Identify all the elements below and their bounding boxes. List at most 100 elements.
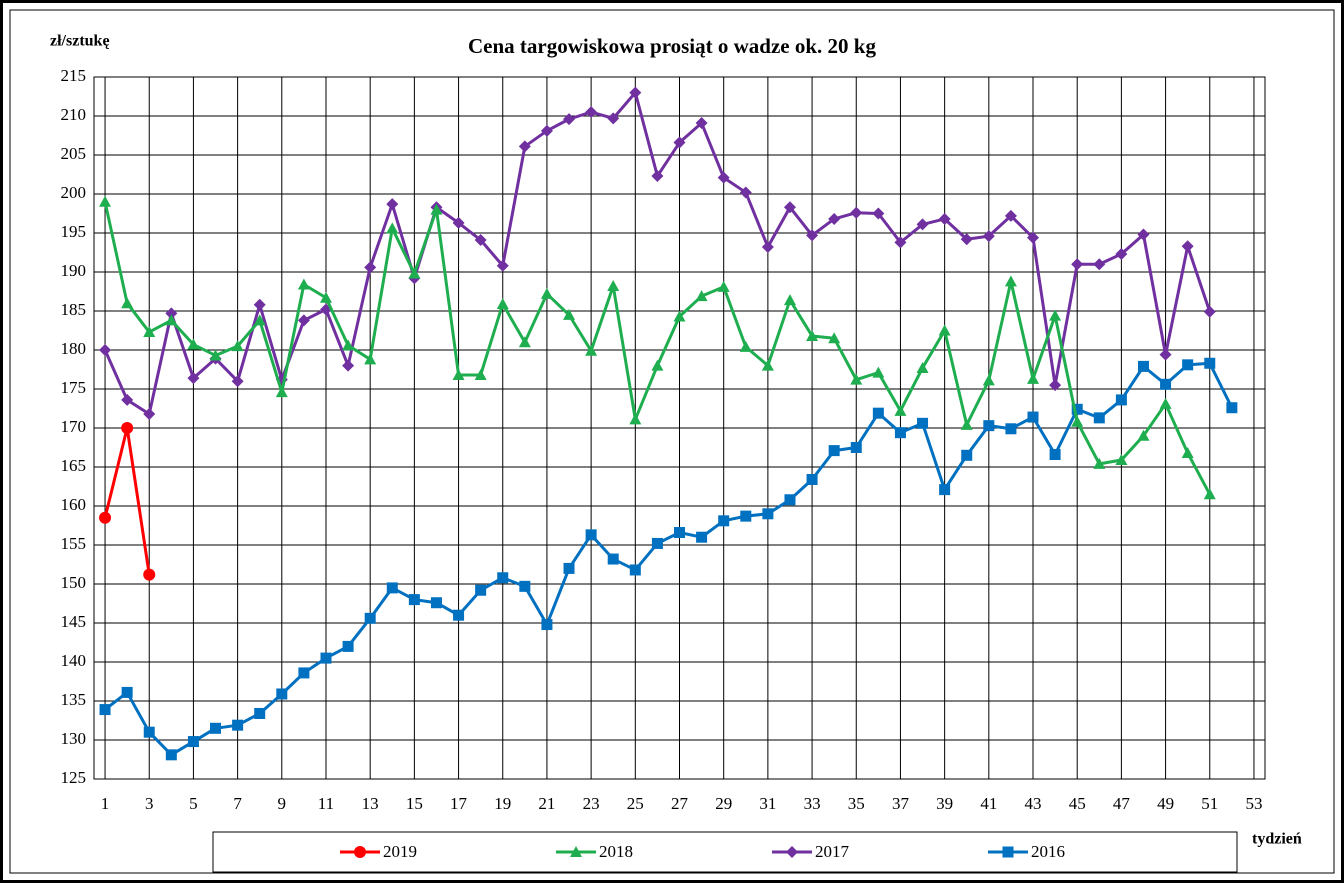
x-tick-label: 19 (494, 794, 511, 813)
legend-label: 2019 (383, 842, 417, 861)
point (452, 368, 465, 380)
point (1181, 446, 1194, 458)
point (297, 314, 310, 327)
point (917, 417, 929, 429)
point (1137, 429, 1150, 441)
point (563, 113, 576, 126)
legend-marker (786, 846, 798, 858)
point (960, 233, 973, 246)
point (828, 332, 841, 344)
x-axis-label: tydzień (1252, 831, 1302, 848)
point (739, 186, 752, 199)
chart-title: Cena targowiskowa prosiąt o wadze ok. 20… (468, 34, 876, 58)
point (806, 229, 819, 242)
point (253, 314, 266, 326)
y-tick-label: 195 (61, 222, 87, 241)
x-tick-label: 25 (627, 794, 644, 813)
point (1159, 348, 1172, 361)
point (364, 353, 377, 365)
point (1204, 357, 1216, 369)
point (1004, 275, 1017, 287)
y-tick-label: 155 (61, 534, 87, 553)
y-tick-label: 175 (61, 378, 87, 397)
point (1027, 372, 1040, 384)
y-tick-label: 180 (61, 339, 87, 358)
plot-frame (93, 76, 1266, 780)
point (982, 230, 995, 243)
point (938, 324, 951, 336)
point (121, 393, 134, 406)
point (1203, 488, 1216, 500)
point (651, 170, 664, 183)
x-tick-label: 37 (892, 794, 910, 813)
point (187, 372, 200, 385)
point (364, 612, 376, 624)
x-tick-label: 53 (1245, 794, 1262, 813)
point (961, 449, 973, 461)
point (297, 278, 310, 290)
point (99, 704, 111, 716)
point (783, 201, 796, 214)
point (761, 241, 774, 254)
point (585, 344, 598, 356)
point (850, 373, 863, 385)
point (585, 529, 597, 541)
point (585, 106, 598, 119)
point (386, 198, 399, 211)
point (121, 686, 133, 698)
point (540, 287, 553, 299)
point (430, 597, 442, 609)
point (99, 195, 112, 207)
point (1159, 397, 1172, 409)
point (784, 494, 796, 506)
y-tick-label: 215 (61, 66, 87, 85)
point (475, 584, 487, 596)
point (1093, 412, 1105, 424)
point (99, 511, 112, 524)
point (1027, 231, 1040, 244)
y-tick-label: 200 (61, 183, 87, 202)
point (717, 171, 730, 184)
point (673, 310, 686, 322)
point (1093, 457, 1106, 469)
legend-label: 2017 (815, 842, 850, 861)
point (762, 508, 774, 520)
point (783, 294, 796, 306)
point (496, 297, 509, 309)
point (718, 515, 730, 527)
point (496, 259, 509, 272)
point (497, 572, 509, 584)
y-tick-label: 210 (61, 105, 87, 124)
point (629, 86, 642, 99)
point (673, 136, 686, 149)
point (563, 308, 576, 320)
point (275, 386, 288, 398)
point (253, 298, 266, 311)
point (1137, 228, 1150, 241)
point (695, 117, 708, 130)
point (453, 609, 465, 621)
point (209, 349, 222, 361)
x-tick-label: 17 (450, 794, 468, 813)
x-tick-label: 33 (804, 794, 821, 813)
y-tick-label: 125 (61, 768, 87, 787)
point (696, 531, 708, 543)
point (695, 290, 708, 302)
point (850, 206, 863, 219)
point (629, 564, 641, 576)
point (982, 374, 995, 386)
x-tick-label: 49 (1157, 794, 1174, 813)
point (165, 749, 177, 761)
x-tick-label: 15 (406, 794, 423, 813)
point (254, 707, 266, 719)
x-tick-label: 31 (759, 794, 776, 813)
point (165, 307, 178, 320)
point (1115, 453, 1128, 465)
point (1071, 258, 1084, 271)
point (1049, 379, 1062, 392)
y-tick-label: 190 (61, 261, 87, 280)
point (143, 326, 156, 338)
point (607, 553, 619, 565)
point (674, 527, 685, 539)
